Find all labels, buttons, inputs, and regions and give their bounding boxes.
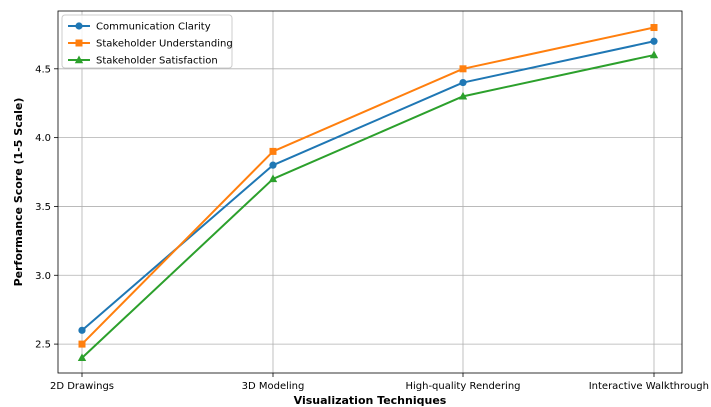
legend-marker	[74, 55, 84, 64]
legend-label: Stakeholder Satisfaction	[96, 56, 218, 67]
data-point	[269, 147, 277, 155]
y-tick-label: 3.5	[35, 202, 51, 213]
data-point	[269, 161, 277, 169]
legend-label: Stakeholder Understanding	[96, 39, 233, 50]
x-tick-label: 2D Drawings	[50, 381, 114, 392]
x-axis: 2D Drawings 3D Modeling High-quality Rende…	[50, 373, 709, 392]
series-line	[81, 26, 655, 345]
data-point	[650, 37, 658, 45]
x-axis-label: Visualization Techniques	[294, 394, 447, 407]
legend-item-stakeholder-understanding: Stakeholder Understanding	[68, 39, 233, 50]
legend: Communication Clarity Stakeholder Underst…	[61, 14, 233, 69]
legend-item-stakeholder-satisfaction: Stakeholder Satisfaction	[68, 55, 218, 67]
y-axis-label: Performance Score (1-5 Scale)	[12, 98, 25, 287]
legend-box	[61, 14, 233, 69]
data-point	[78, 326, 86, 334]
plot-area	[57, 10, 683, 374]
data-point	[649, 50, 659, 59]
y-tick-label: 4.0	[35, 133, 51, 144]
x-tick-label: High-quality Rendering	[405, 381, 520, 392]
series-stakeholder-understanding	[78, 24, 658, 348]
data-point	[650, 24, 658, 32]
legend-marker	[75, 22, 83, 30]
series-line	[81, 40, 655, 332]
y-tick-label: 4.5	[35, 64, 51, 75]
legend-item-communication-clarity: Communication Clarity	[68, 22, 211, 33]
y-tick-label: 3.0	[35, 271, 51, 282]
data-point	[459, 65, 467, 73]
series-stakeholder-satisfaction	[77, 50, 659, 362]
x-tick-label: 3D Modeling	[242, 381, 305, 392]
data-point	[268, 174, 278, 183]
data-point	[459, 78, 467, 87]
data-point	[458, 91, 468, 100]
series-communication-clarity	[78, 37, 658, 334]
x-tick-label: Interactive Walkthrough	[589, 381, 709, 392]
series-line	[81, 54, 655, 359]
data-point	[77, 353, 87, 362]
legend-label: Communication Clarity	[96, 22, 211, 33]
y-axis: 2.5 3.0 3.5 4.0 4.5	[35, 64, 58, 351]
data-point	[78, 340, 86, 348]
legend-marker	[75, 39, 83, 47]
series-group	[77, 24, 659, 362]
grid	[58, 11, 682, 373]
y-tick-label: 2.5	[35, 340, 51, 351]
